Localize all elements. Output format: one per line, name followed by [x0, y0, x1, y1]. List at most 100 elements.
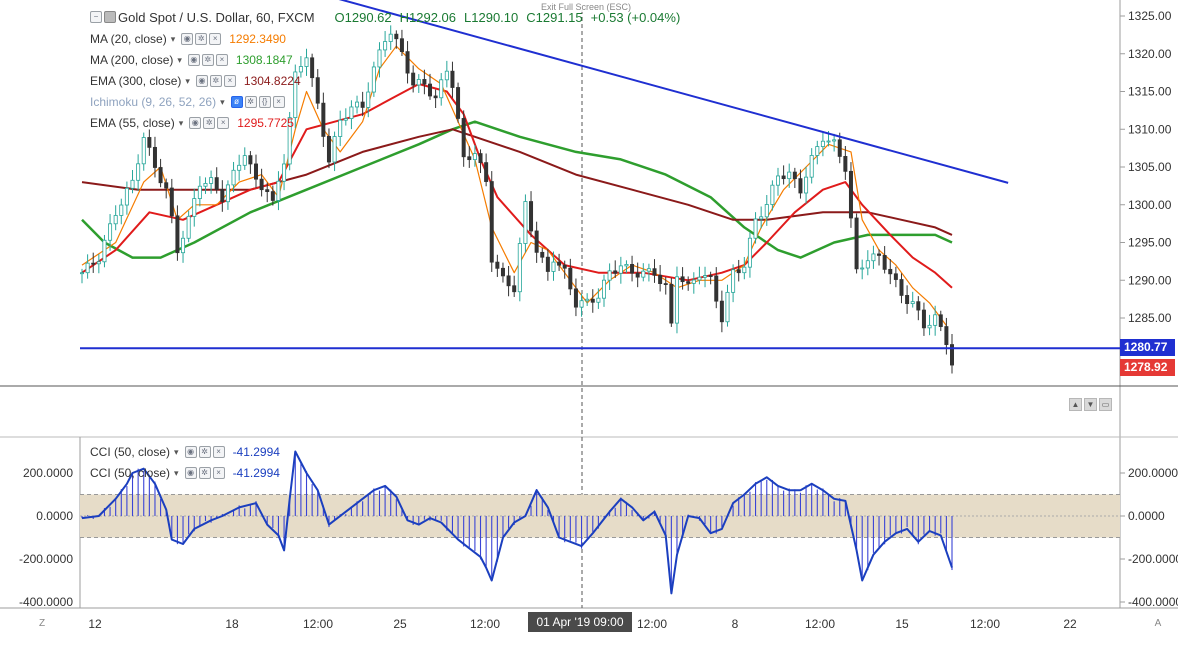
candle-body	[237, 164, 242, 171]
legend-ma20[interactable]: MA (20, close) ▾ ◉ ✲ × 1292.3490	[90, 30, 286, 48]
gear-icon[interactable]: ✲	[201, 54, 214, 66]
candle-body	[579, 300, 584, 308]
chevron-down-icon[interactable]: ▾	[178, 117, 184, 128]
legend-name: EMA (300, close)	[90, 74, 182, 88]
candle-body	[562, 264, 567, 269]
candle-body	[927, 324, 932, 329]
candle-body	[646, 268, 651, 272]
candle-body	[703, 275, 708, 278]
candle-body	[349, 106, 354, 119]
eye-icon[interactable]: ◉	[189, 117, 202, 129]
candle-body	[697, 276, 702, 281]
candle-body	[781, 175, 786, 180]
auto-scale-icon[interactable]: A	[1154, 618, 1162, 629]
legend-ema55[interactable]: EMA (55, close) ▾ ◉ ✲ × 1295.7725	[90, 114, 294, 132]
price-tick-label: 1325.00	[1128, 9, 1172, 23]
gear-icon[interactable]: ✲	[244, 96, 257, 108]
candle-body	[742, 266, 747, 274]
price-tick-label: 1300.00	[1128, 198, 1172, 212]
legend-ema300[interactable]: EMA (300, close) ▾ ◉ ✲ × 1304.8224	[90, 72, 301, 90]
legend-ichimoku[interactable]: Ichimoku (9, 26, 52, 26) ▾ ø ✲{} ×	[90, 93, 287, 111]
cci-line	[81, 450, 953, 595]
eye-icon[interactable]: ◉	[187, 54, 200, 66]
chevron-down-icon[interactable]: ▾	[170, 33, 176, 44]
eye-icon[interactable]: ◉	[181, 33, 194, 45]
ohlc-close: C1291.15	[526, 9, 583, 25]
eye-icon[interactable]: ◉	[195, 75, 208, 87]
time-tick-label: 8	[732, 617, 739, 631]
candle-body	[310, 57, 315, 79]
eye-off-icon[interactable]: ø	[230, 96, 243, 108]
candle-body	[663, 283, 668, 285]
ma200-line	[81, 120, 953, 259]
candle-body	[820, 140, 825, 147]
price-tick-label: 1290.00	[1128, 273, 1172, 287]
legend-value: 1308.1847	[235, 53, 293, 67]
candle-body	[641, 270, 646, 278]
chevron-down-icon[interactable]: ▾	[185, 75, 190, 86]
symbol-name[interactable]: Gold Spot / U.S. Dollar, 60, FXCM	[118, 9, 315, 25]
close-icon[interactable]: ×	[212, 446, 225, 458]
legend-ma200[interactable]: MA (200, close) ▾ ◉ ✲ × 1308.1847	[90, 51, 293, 69]
candle-body	[916, 301, 921, 311]
candle-body	[602, 279, 607, 299]
candle-body	[338, 119, 343, 137]
gear-icon[interactable]: ✲	[203, 117, 216, 129]
legend-cci-2[interactable]: CCI (50, close) ▾ ◉ ✲ × -41.2994	[90, 464, 280, 482]
gear-icon[interactable]: ✲	[198, 446, 211, 458]
candle-body	[938, 314, 943, 327]
source-icon[interactable]: {}	[258, 96, 271, 108]
pane-down-icon[interactable]: ▼	[1084, 398, 1097, 411]
candle-body	[152, 146, 157, 168]
eye-icon[interactable]: ◉	[184, 467, 197, 479]
candle-body	[181, 237, 186, 254]
candle-body	[832, 139, 837, 142]
legend-value: -41.2994	[232, 445, 280, 459]
price-tick-label: 1310.00	[1128, 122, 1172, 136]
candle-body	[326, 136, 331, 163]
close-icon[interactable]: ×	[209, 33, 222, 45]
chevron-down-icon[interactable]: ▾	[174, 446, 179, 457]
pane-up-icon[interactable]: ▲	[1069, 398, 1082, 411]
eye-icon[interactable]: ◉	[184, 446, 197, 458]
chevron-down-icon[interactable]: ▾	[220, 96, 225, 107]
candle-body	[113, 215, 118, 225]
legend-value: 1295.7725	[237, 116, 294, 130]
candle-body	[377, 49, 382, 68]
cci-tick-label-left: -200.0000	[19, 552, 73, 566]
exit-fullscreen-hint[interactable]: Exit Full Screen (ESC)	[538, 2, 635, 12]
candle-body	[590, 298, 595, 303]
close-icon[interactable]: ×	[272, 96, 285, 108]
legend-name: EMA (55, close)	[90, 116, 175, 130]
candle-body	[585, 298, 590, 302]
close-icon[interactable]: ×	[217, 117, 230, 129]
legend-cci-1[interactable]: CCI (50, close) ▾ ◉ ✲ × -41.2994	[90, 443, 280, 461]
candle-body	[130, 179, 135, 189]
close-icon[interactable]: ×	[212, 467, 225, 479]
zoom-icon[interactable]: Z	[38, 618, 46, 629]
candle-body	[91, 262, 96, 265]
symbol-header: − Gold Spot / U.S. Dollar, 60, FXCM O129…	[90, 8, 680, 26]
ema55-line	[81, 83, 953, 289]
candle-body	[366, 91, 371, 108]
gear-icon[interactable]: ✲	[195, 33, 208, 45]
candle-body	[776, 175, 781, 186]
candle-body	[747, 237, 752, 268]
candle-body	[888, 268, 893, 275]
chevron-down-icon[interactable]: ▾	[174, 467, 179, 478]
collapse-icon[interactable]: −	[90, 11, 102, 23]
candle-body	[804, 176, 809, 194]
pane-maximize-icon[interactable]: ▭	[1099, 398, 1112, 411]
close-icon[interactable]: ×	[223, 75, 236, 87]
chevron-down-icon[interactable]: ▾	[177, 54, 182, 65]
candle-body	[450, 70, 455, 88]
candle-body	[652, 268, 657, 276]
candle-body	[80, 272, 85, 275]
candle-body	[186, 215, 191, 239]
gear-icon[interactable]: ✲	[198, 467, 211, 479]
close-icon[interactable]: ×	[215, 54, 228, 66]
gear-icon[interactable]: ✲	[209, 75, 222, 87]
candle-body	[192, 198, 197, 217]
